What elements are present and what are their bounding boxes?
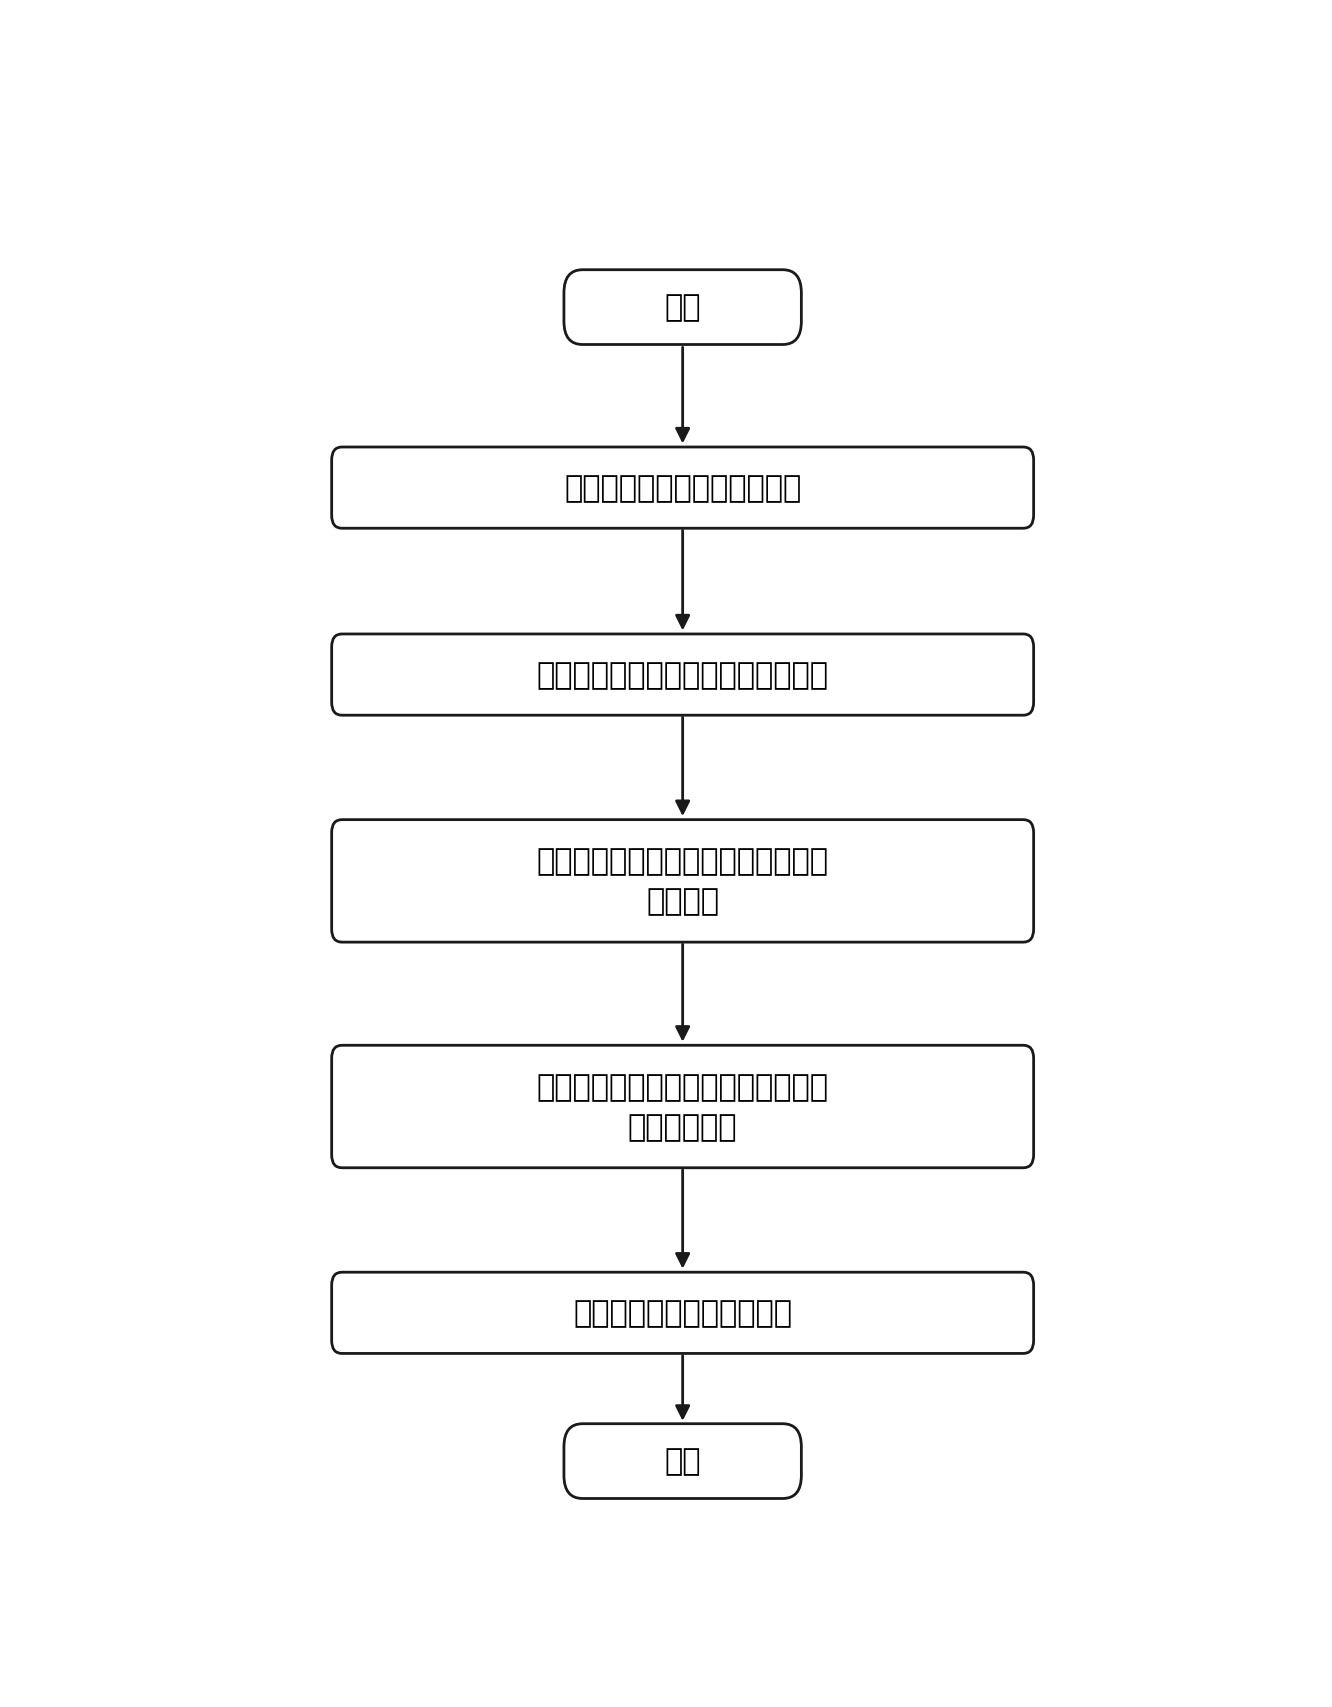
Text: 结束: 结束 xyxy=(665,1448,701,1477)
Text: 开始: 开始 xyxy=(665,294,701,323)
FancyBboxPatch shape xyxy=(563,270,802,345)
Text: 确定待定位目标的具体位置: 确定待定位目标的具体位置 xyxy=(573,1299,793,1328)
FancyBboxPatch shape xyxy=(332,1046,1034,1168)
FancyBboxPatch shape xyxy=(332,1272,1034,1354)
FancyBboxPatch shape xyxy=(563,1424,802,1499)
Text: 从数据库中搜索与待定目标最大的定
位参数匹配值: 从数据库中搜索与待定目标最大的定 位参数匹配值 xyxy=(537,1072,829,1142)
FancyBboxPatch shape xyxy=(332,635,1034,715)
Text: 利用建库信号源及位置参数建立数据: 利用建库信号源及位置参数建立数据 xyxy=(537,661,829,690)
FancyBboxPatch shape xyxy=(332,447,1034,529)
Text: 设置各接收器及各节点的位置: 设置各接收器及各节点的位置 xyxy=(563,475,802,504)
FancyBboxPatch shape xyxy=(332,819,1034,942)
Text: 确定各接收器与目标之间的频域幅度
响应参数: 确定各接收器与目标之间的频域幅度 响应参数 xyxy=(537,847,829,917)
